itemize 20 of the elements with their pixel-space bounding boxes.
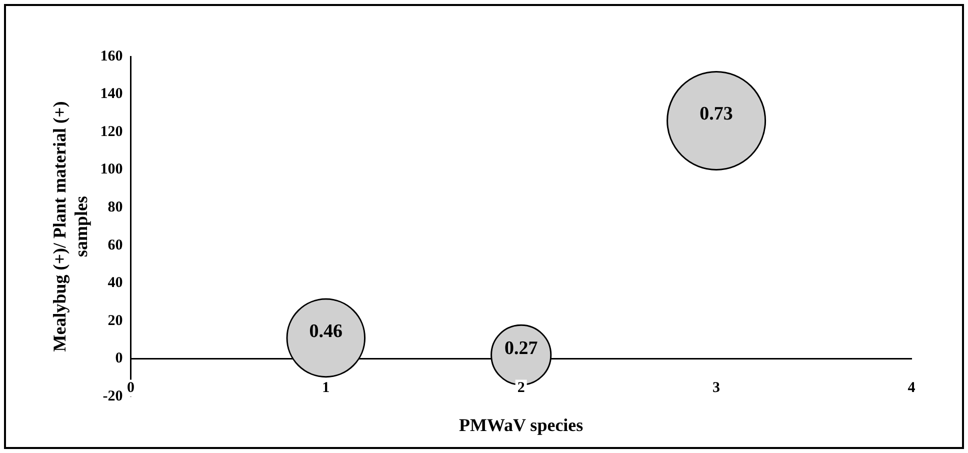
y-tick-label: 100 <box>100 162 123 178</box>
y-tick-label: 20 <box>108 312 123 329</box>
y-tick-label: 140 <box>100 86 123 102</box>
y-tick-label: 80 <box>108 199 123 216</box>
y-tick-label: 0 <box>115 350 123 367</box>
x-tick-label: 2 <box>517 380 525 396</box>
y-tick-label: 120 <box>100 124 123 140</box>
y-axis-title: Mealybug (+)/ Plant material (+) samples <box>49 101 92 352</box>
y-tick-label: 160 <box>100 48 123 64</box>
annotation: 0.46 <box>309 320 343 342</box>
annotation: 0.73 <box>700 104 733 125</box>
x-tick-label: 1 <box>322 380 330 396</box>
x-axis-title: PMWaV species <box>459 415 584 436</box>
annotation: 0.27 <box>504 338 538 359</box>
y-tick-label: -20 <box>102 388 123 404</box>
x-tick-label: 0 <box>126 380 134 396</box>
x-tick-label: 3 <box>712 380 720 396</box>
y-tick-label: 60 <box>108 237 123 254</box>
x-tick-label: 4 <box>908 380 916 396</box>
y-tick-label: 40 <box>108 275 123 292</box>
